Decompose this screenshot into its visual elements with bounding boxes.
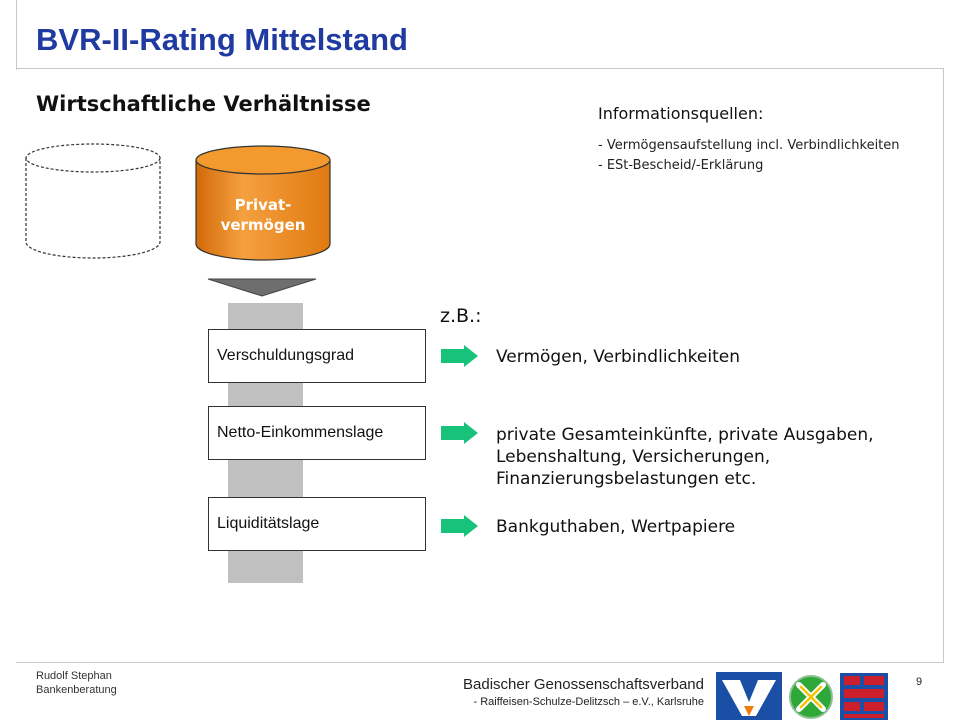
frame-line bbox=[16, 662, 944, 663]
criterion-box-liquiditaetslage: Liquiditätslage bbox=[208, 497, 426, 551]
criterion-description-line: private Gesamteinkünfte, private Ausgabe… bbox=[496, 425, 874, 445]
criterion-description: Bankguthaben, Wertpapiere bbox=[496, 517, 736, 537]
cylinder-label-line1: Privat- bbox=[235, 196, 292, 214]
page-number: 9 bbox=[916, 676, 923, 688]
criterion-description-line: Finanzierungsbelastungen etc. bbox=[496, 469, 757, 489]
frame-line bbox=[943, 68, 944, 662]
criterion-box-netto-einkommenslage: Netto-Einkommenslage bbox=[208, 406, 426, 460]
right-arrow-icon bbox=[441, 345, 478, 367]
bgv-logo bbox=[840, 673, 888, 720]
footer-organization: Badischer Genossenschaftsverband bbox=[463, 676, 704, 693]
author-name: Rudolf Stephan bbox=[36, 670, 112, 682]
frame-line bbox=[16, 0, 17, 70]
slide-title: BVR-II-Rating Mittelstand bbox=[36, 22, 408, 57]
info-line: - Vermögensaufstellung incl. Verbindlich… bbox=[598, 138, 900, 153]
privatvermoegen-cylinder: Privat- vermögen bbox=[195, 145, 331, 261]
criterion-description-line: Lebenshaltung, Versicherungen, bbox=[496, 447, 771, 467]
raiffeisen-logo bbox=[789, 675, 833, 719]
footer-author: Rudolf Stephan Bankenberatung bbox=[36, 669, 117, 697]
right-arrow-icon bbox=[441, 515, 478, 537]
footer-organization-sub: - Raiffeisen-Schulze-Delitzsch – e.V., K… bbox=[473, 696, 705, 708]
cylinder-label-line2: vermögen bbox=[221, 216, 306, 234]
right-arrow-icon bbox=[441, 422, 478, 444]
info-line: - ESt-Bescheid/-Erklärung bbox=[598, 158, 764, 173]
criterion-description: Vermögen, Verbindlichkeiten bbox=[496, 347, 740, 367]
criterion-box-verschuldungsgrad: Verschuldungsgrad bbox=[208, 329, 426, 383]
author-department: Bankenberatung bbox=[36, 684, 117, 696]
example-label: z.B.: bbox=[440, 305, 482, 327]
info-heading: Informationsquellen: bbox=[598, 104, 764, 123]
volksbank-logo bbox=[716, 672, 782, 720]
frame-line bbox=[16, 68, 944, 69]
slide-subtitle: Wirtschaftliche Verhältnisse bbox=[36, 92, 371, 116]
empty-cylinder bbox=[25, 143, 161, 259]
funnel-triangle bbox=[207, 278, 317, 297]
